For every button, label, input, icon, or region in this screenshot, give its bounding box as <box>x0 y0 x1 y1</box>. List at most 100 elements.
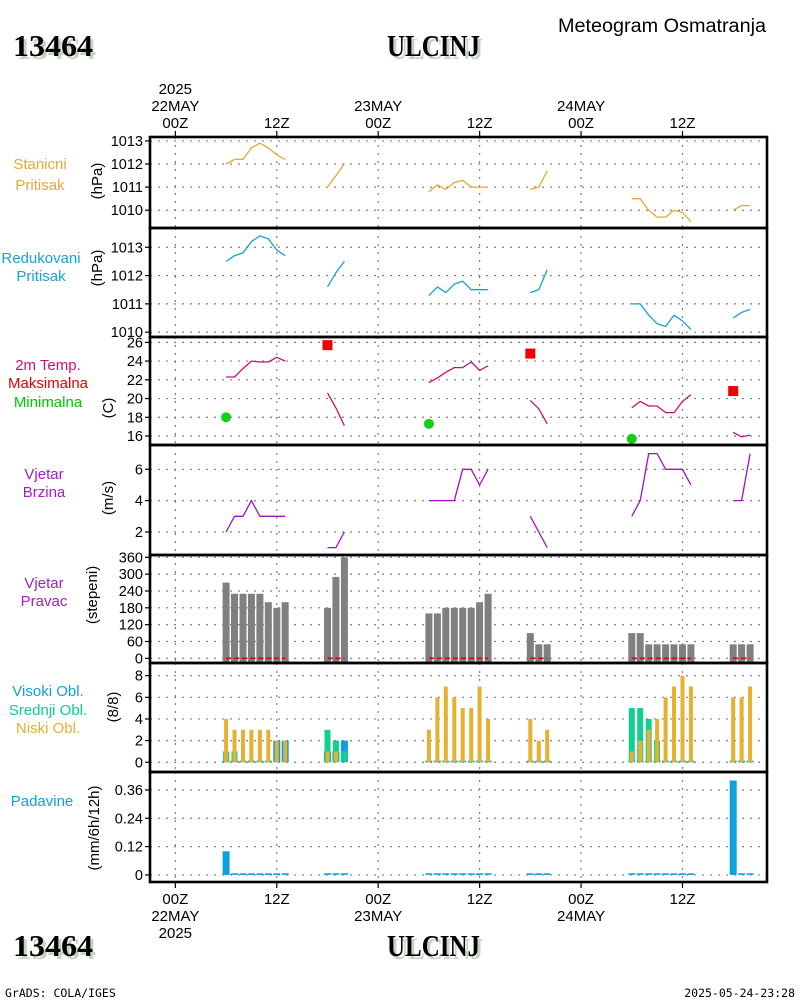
padavine-bar <box>433 873 441 875</box>
redukovani-pritisak-line <box>326 261 345 288</box>
vjetar-pravac-bar <box>526 633 534 663</box>
niski-obl-bar <box>638 740 643 763</box>
y-tick-label: 26 <box>127 335 143 351</box>
y-tick-label: 20 <box>127 392 143 408</box>
y-axis-unit: (8/8) <box>105 692 122 723</box>
2m-temp-line <box>631 394 692 414</box>
panel-label-maksimalna: Maksimalna <box>8 375 89 392</box>
redukovani-pritisak-line <box>428 280 489 296</box>
vjetar-pravac-bar <box>636 633 644 663</box>
panel-temperature: 16 18 20 22 24 26 2m Temp.Maksimalna Minimalna (… <box>8 335 769 447</box>
minimalna-marker <box>626 433 637 444</box>
niski-obl-bar <box>629 751 634 763</box>
vjetar-brzina-line <box>225 499 286 533</box>
footer: 13464 13464 ULCINJ ULCINJ GrADS: COLA/IG… <box>5 928 795 1000</box>
station-id: 13464 <box>13 28 93 63</box>
y-axis-unit: (mm/6h/12h) <box>86 785 103 870</box>
niski-obl-bar <box>257 729 262 763</box>
y-tick-label: 0 <box>135 755 143 771</box>
niski-obl-bar <box>232 729 237 763</box>
x-tick-label-bottom: 00Z <box>568 891 594 908</box>
y-tick-label: 1011 <box>112 297 143 313</box>
niski-obl-bar <box>452 697 457 763</box>
vjetar-pravac-bar <box>679 644 686 663</box>
panel-label-pravac: Pravac <box>21 593 68 610</box>
x-tick-label-top: 12Z <box>670 115 696 132</box>
stanicni-pritisak-line <box>732 204 751 211</box>
padavine-bar <box>247 873 255 875</box>
niski-obl-bar <box>469 708 474 763</box>
srednji-obl-bar <box>324 729 331 763</box>
panel-station-pressure: 1010 1011 1012 1013 Stanicni Pritisak (hPa) <box>13 134 769 230</box>
x-tick-label-bottom: 12Z <box>264 891 290 908</box>
vjetar-pravac-bar <box>729 644 737 663</box>
y-tick-label: 8 <box>135 669 143 685</box>
panel-label-brzina: Brzina <box>23 484 66 501</box>
panel-frame <box>148 443 769 557</box>
niski-obl-bar <box>241 729 245 763</box>
padavine-bar <box>264 873 272 875</box>
vjetar-pravac-bar <box>645 644 653 663</box>
srednji-obl-bar <box>637 708 644 763</box>
padavine-bar <box>662 873 670 875</box>
vjetar-pravac-bar <box>484 593 492 663</box>
niski-obl-bar <box>739 697 744 763</box>
y-axis-unit: (hPa) <box>89 163 106 200</box>
niski-obl-bar <box>688 686 693 763</box>
niski-obl-bar <box>646 729 651 763</box>
y-tick-label: 1013 <box>111 134 143 150</box>
vjetar-pravac-bar <box>247 593 255 663</box>
srednji-obl-bar <box>628 708 635 763</box>
niski-obl-bar <box>486 719 491 763</box>
panel-frame <box>148 335 769 447</box>
stanicni-pritisak-line <box>326 163 345 188</box>
vjetar-pravac-bar <box>535 644 543 663</box>
niski-obl-bar <box>680 675 685 763</box>
y-tick-label: 6 <box>135 690 143 706</box>
vjetar-brzina-line <box>428 468 489 502</box>
x-tick-label-top: 22MAY <box>151 98 199 115</box>
vjetar-pravac-bar <box>332 576 340 663</box>
vjetar-pravac-bar <box>628 633 636 663</box>
niski-obl-bar <box>443 686 448 763</box>
panel-label-visoki-obl: Visoki Obl. <box>12 683 83 700</box>
x-tick-label-bottom: 23MAY <box>354 908 402 925</box>
panel-frame <box>148 135 769 230</box>
footer-station-id: 13464 <box>13 928 93 963</box>
redukovani-pritisak-line <box>732 308 751 319</box>
vjetar-pravac-bar <box>653 644 661 663</box>
vjetar-brzina-line <box>733 453 751 502</box>
stanicni-pritisak-line <box>225 142 286 165</box>
niski-obl-bar <box>748 686 753 763</box>
niski-obl-bar <box>536 740 541 763</box>
niski-obl-bar <box>545 729 550 763</box>
y-tick-label: 22 <box>127 373 143 389</box>
niski-obl-bar <box>274 740 279 763</box>
padavine-bar <box>687 873 695 875</box>
vjetar-pravac-bar <box>662 644 670 663</box>
niski-obl-bar <box>663 697 668 763</box>
y-tick-label: 4 <box>135 494 143 510</box>
vjetar-pravac-bar <box>231 593 238 663</box>
niski-obl-bar <box>477 686 482 763</box>
niski-obl-bar <box>426 729 431 763</box>
vjetar-pravac-bar <box>687 644 695 663</box>
generated-timestamp: 2025-05-24-23:28 <box>684 986 795 1000</box>
panel-precipitation: 0 0.12 0.24 0.36 Padavine (mm/6h/12h) <box>11 770 769 884</box>
y-tick-label: 0.12 <box>115 840 143 856</box>
panel-label-2m-temp: 2m Temp. <box>15 357 81 374</box>
stanicni-pritisak-line <box>631 198 692 223</box>
x-tick-label-top: 12Z <box>264 115 290 132</box>
panel-label-pritisak: Pritisak <box>16 268 66 285</box>
padavine-bar <box>484 873 492 875</box>
padavine-bar <box>670 873 678 875</box>
y-tick-label: 2 <box>135 525 143 541</box>
niski-obl-bar <box>655 719 660 763</box>
vjetar-brzina-line <box>529 515 548 548</box>
y-tick-label: 1012 <box>111 157 143 173</box>
